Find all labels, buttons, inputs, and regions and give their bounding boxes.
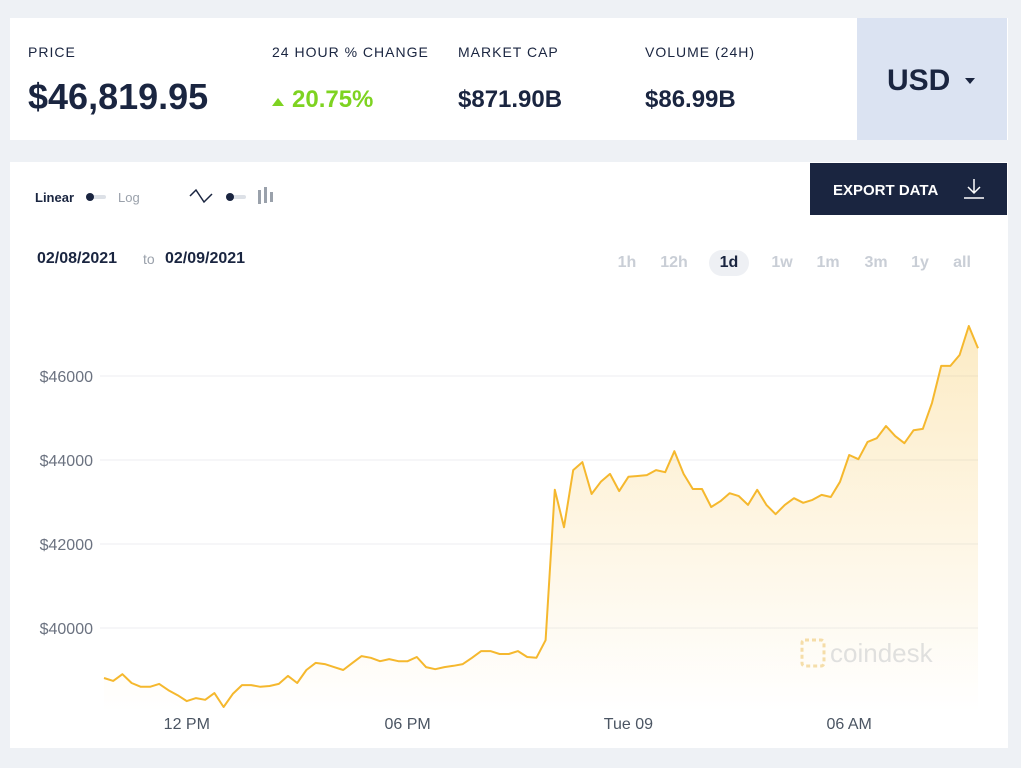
y-tick-label: $44000	[40, 453, 93, 470]
stat-value: $871.90B	[458, 86, 563, 113]
price-line	[103, 325, 979, 708]
stat-value: $46,819.95	[28, 76, 209, 117]
bar-icon	[270, 192, 273, 202]
date-from[interactable]: 02/08/2021	[37, 250, 118, 267]
range-option[interactable]: 1m	[816, 254, 840, 271]
x-tick-label: 06 AM	[827, 716, 872, 733]
chart-style-toggle[interactable]	[188, 186, 278, 208]
caret	[965, 78, 975, 84]
range-option[interactable]: all	[953, 254, 971, 271]
area	[104, 326, 978, 712]
currency-select[interactable]: USD	[857, 18, 1007, 140]
range-option[interactable]: 1h	[617, 254, 637, 271]
stat-label: VOLUME (24H)	[645, 44, 756, 60]
line-icon	[189, 188, 213, 204]
export-button[interactable]: EXPORT DATA	[810, 163, 1007, 215]
y-tick-label: $42000	[40, 537, 93, 554]
bar-icon	[258, 190, 261, 204]
download-icon	[964, 179, 984, 199]
x-tick-label: 12 PM	[164, 716, 210, 733]
range-option[interactable]: 1w	[771, 254, 793, 271]
stat-value: 20.75%	[292, 86, 374, 113]
currency: USD	[887, 64, 951, 97]
stat-label: PRICE	[28, 44, 76, 60]
bar-icon	[264, 187, 267, 203]
y-tick-label: $46000	[40, 369, 93, 386]
scale-toggle[interactable]	[86, 193, 106, 201]
range-option[interactable]: 3m	[864, 254, 888, 271]
stat-label: 24 HOUR % CHANGE	[272, 44, 429, 60]
scale-log[interactable]: Log	[118, 190, 140, 205]
scale-linear[interactable]: Linear	[35, 190, 75, 205]
range-option[interactable]: 1y	[911, 254, 929, 271]
stat-value: $86.99B	[645, 86, 736, 113]
toggle-knob	[226, 193, 234, 201]
range-option[interactable]: 1d	[709, 250, 749, 276]
range-option[interactable]: 12h	[660, 254, 688, 271]
x-tick-label: 06 PM	[384, 716, 430, 733]
up-arrow	[272, 98, 284, 106]
date-separator: to	[143, 251, 155, 267]
date-to[interactable]: 02/09/2021	[165, 250, 246, 267]
export-label: EXPORT DATA	[833, 182, 939, 199]
stat-label: MARKET CAP	[458, 44, 559, 60]
x-tick-label: Tue 09	[604, 716, 653, 733]
y-tick-label: $40000	[40, 621, 93, 638]
stats-card	[10, 18, 1008, 140]
